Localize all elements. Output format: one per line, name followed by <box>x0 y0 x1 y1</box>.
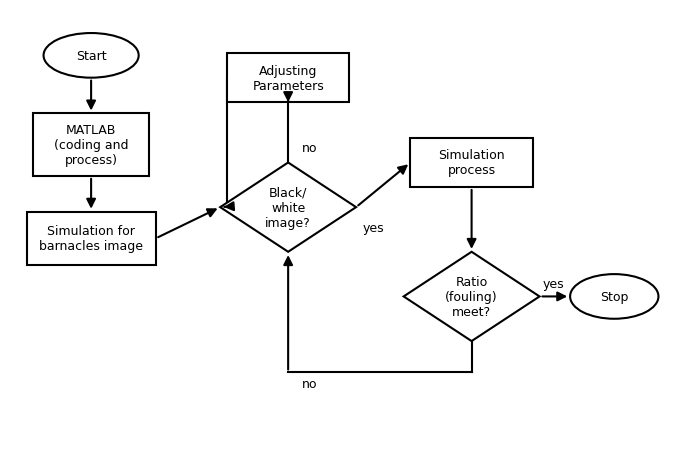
FancyBboxPatch shape <box>227 54 349 103</box>
Text: Stop: Stop <box>600 290 628 303</box>
Text: no: no <box>301 141 317 154</box>
Text: Simulation for
barnacles image: Simulation for barnacles image <box>39 225 143 253</box>
Text: Ratio
(fouling)
meet?: Ratio (fouling) meet? <box>445 275 498 318</box>
Text: MATLAB
(coding and
process): MATLAB (coding and process) <box>54 124 128 167</box>
FancyBboxPatch shape <box>27 212 155 266</box>
Text: yes: yes <box>543 277 564 290</box>
FancyBboxPatch shape <box>34 114 149 176</box>
Text: Simulation
process: Simulation process <box>438 149 505 177</box>
Text: no: no <box>301 377 317 390</box>
Text: Start: Start <box>76 50 106 63</box>
Ellipse shape <box>570 275 658 319</box>
FancyBboxPatch shape <box>410 138 533 188</box>
Text: Black/
white
image?: Black/ white image? <box>265 186 311 229</box>
Text: yes: yes <box>363 221 384 234</box>
Text: Adjusting
Parameters: Adjusting Parameters <box>252 64 324 92</box>
Polygon shape <box>220 163 356 252</box>
Polygon shape <box>403 252 540 341</box>
Ellipse shape <box>44 34 138 78</box>
